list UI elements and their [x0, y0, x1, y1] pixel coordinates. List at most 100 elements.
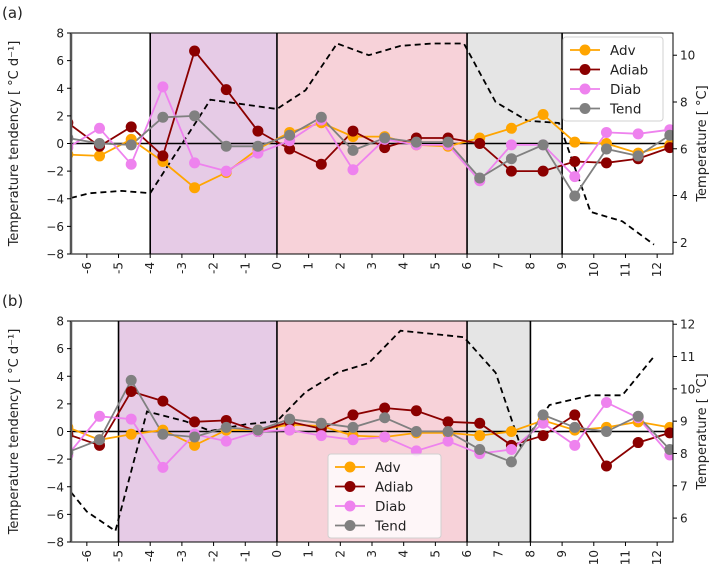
data-point-adiab	[474, 138, 486, 149]
x-tick-label: -1	[238, 550, 252, 562]
data-point-diab	[125, 413, 137, 425]
legend-box	[562, 36, 664, 122]
data-point-diab	[379, 431, 391, 443]
x-tick-label: 0	[270, 262, 284, 270]
x-tick-label: 2	[333, 550, 347, 558]
legend-label-diab: Diab	[375, 499, 406, 515]
legend-box	[327, 453, 442, 539]
x-tick-label: 4	[397, 262, 411, 270]
x-tick-label: 12	[650, 550, 664, 565]
x-tick-label: -1	[238, 262, 252, 274]
data-point-adv	[569, 136, 581, 148]
y-tick-label: −8	[46, 248, 64, 262]
data-point-adiab	[505, 165, 517, 177]
y-tick-label: 4	[56, 82, 64, 96]
y2-tick-label: 2	[680, 236, 688, 250]
legend-label-diab: Diab	[610, 82, 641, 98]
data-point-diab	[284, 424, 296, 436]
y-tick-label: −8	[46, 536, 64, 550]
data-point-tend	[474, 172, 486, 184]
x-tick-label: -4	[143, 262, 157, 274]
panel-label: (a)	[2, 4, 23, 22]
x-tick-label: 1	[302, 550, 316, 558]
data-point-tend	[252, 424, 264, 436]
data-point-tend	[664, 443, 673, 455]
x-tick-label: -3	[175, 550, 189, 562]
y2-axis-label: Temperature [ °C]	[695, 373, 710, 490]
y2-tick-label: 8	[680, 447, 688, 461]
data-point-diab	[125, 158, 137, 170]
x-tick-label: -2	[207, 550, 221, 562]
series-line-diab	[71, 84, 670, 183]
x-tick-label: 9	[555, 262, 569, 270]
data-point-adiab	[189, 45, 201, 57]
y-tick-label: 8	[56, 315, 64, 329]
legend-label-adiab: Adiab	[610, 63, 648, 79]
data-point-tend	[474, 443, 486, 455]
data-point-tend	[537, 409, 549, 421]
x-tick-label: 3	[365, 550, 379, 558]
data-point-adiab	[442, 416, 454, 428]
data-point-adiab	[252, 125, 264, 137]
x-tick-label: -4	[143, 550, 157, 562]
data-point-diab	[600, 126, 612, 138]
data-point-tend	[94, 434, 106, 446]
panel-label: (b)	[2, 292, 23, 310]
data-point-adv	[189, 439, 201, 451]
data-point-adiab	[220, 84, 232, 96]
y2-tick-label: 11	[680, 350, 695, 364]
x-tick-label: -6	[80, 262, 94, 274]
y-tick-label: −6	[46, 508, 64, 522]
data-point-tend	[664, 129, 673, 141]
data-point-tend	[442, 426, 454, 437]
data-point-adiab	[157, 395, 169, 407]
legend-marker-diab	[579, 83, 591, 95]
data-point-diab	[157, 81, 169, 93]
data-point-adv	[94, 150, 106, 162]
data-point-tend	[632, 150, 644, 162]
legend-label-adiab: Adiab	[375, 480, 413, 496]
x-tick-label: 10	[587, 550, 601, 565]
legend: Adv Adiab Diab Tend	[562, 36, 664, 122]
legend-marker-tend	[344, 520, 356, 531]
data-point-adv	[537, 108, 549, 120]
x-tick-label: 7	[492, 550, 506, 558]
data-point-tend	[505, 153, 517, 165]
legend-marker-diab	[344, 500, 356, 512]
data-point-diab	[600, 396, 612, 408]
data-point-adiab	[347, 409, 359, 421]
x-tick-label: -2	[207, 262, 221, 274]
y2-tick-label: 7	[680, 479, 688, 493]
data-point-tend	[632, 410, 644, 422]
data-point-diab	[94, 122, 106, 134]
data-point-diab	[157, 461, 169, 473]
data-point-adiab	[189, 416, 201, 428]
data-point-tend	[94, 138, 106, 149]
data-point-adv	[125, 428, 137, 440]
y-axis-label: Temperature tendency [ °C d⁻¹]	[7, 329, 22, 536]
x-tick-label: 12	[650, 262, 664, 277]
data-point-tend	[189, 110, 201, 122]
data-point-tend	[284, 129, 296, 141]
data-point-adiab	[600, 157, 612, 169]
y-tick-label: −4	[46, 192, 64, 206]
data-point-tend	[220, 421, 232, 433]
data-point-diab	[220, 165, 232, 177]
data-point-tend	[569, 190, 581, 202]
y-tick-label: 8	[56, 27, 64, 41]
y-tick-label: 2	[56, 109, 64, 123]
legend: Adv Adiab Diab Tend	[327, 453, 442, 539]
legend-label-adv: Adv	[610, 43, 636, 59]
data-point-diab	[505, 139, 517, 151]
data-point-adiab	[664, 427, 673, 439]
y2-axis-label: Temperature [ °C]	[695, 85, 710, 202]
series-line-adiab	[71, 49, 671, 173]
data-point-adv	[505, 122, 517, 134]
data-point-tend	[410, 426, 422, 437]
series-line-adiab	[71, 390, 671, 468]
legend-marker-adiab	[579, 64, 591, 75]
x-tick-label: 9	[555, 550, 569, 558]
data-point-tend	[315, 417, 327, 429]
x-tick-label: -5	[112, 262, 126, 274]
